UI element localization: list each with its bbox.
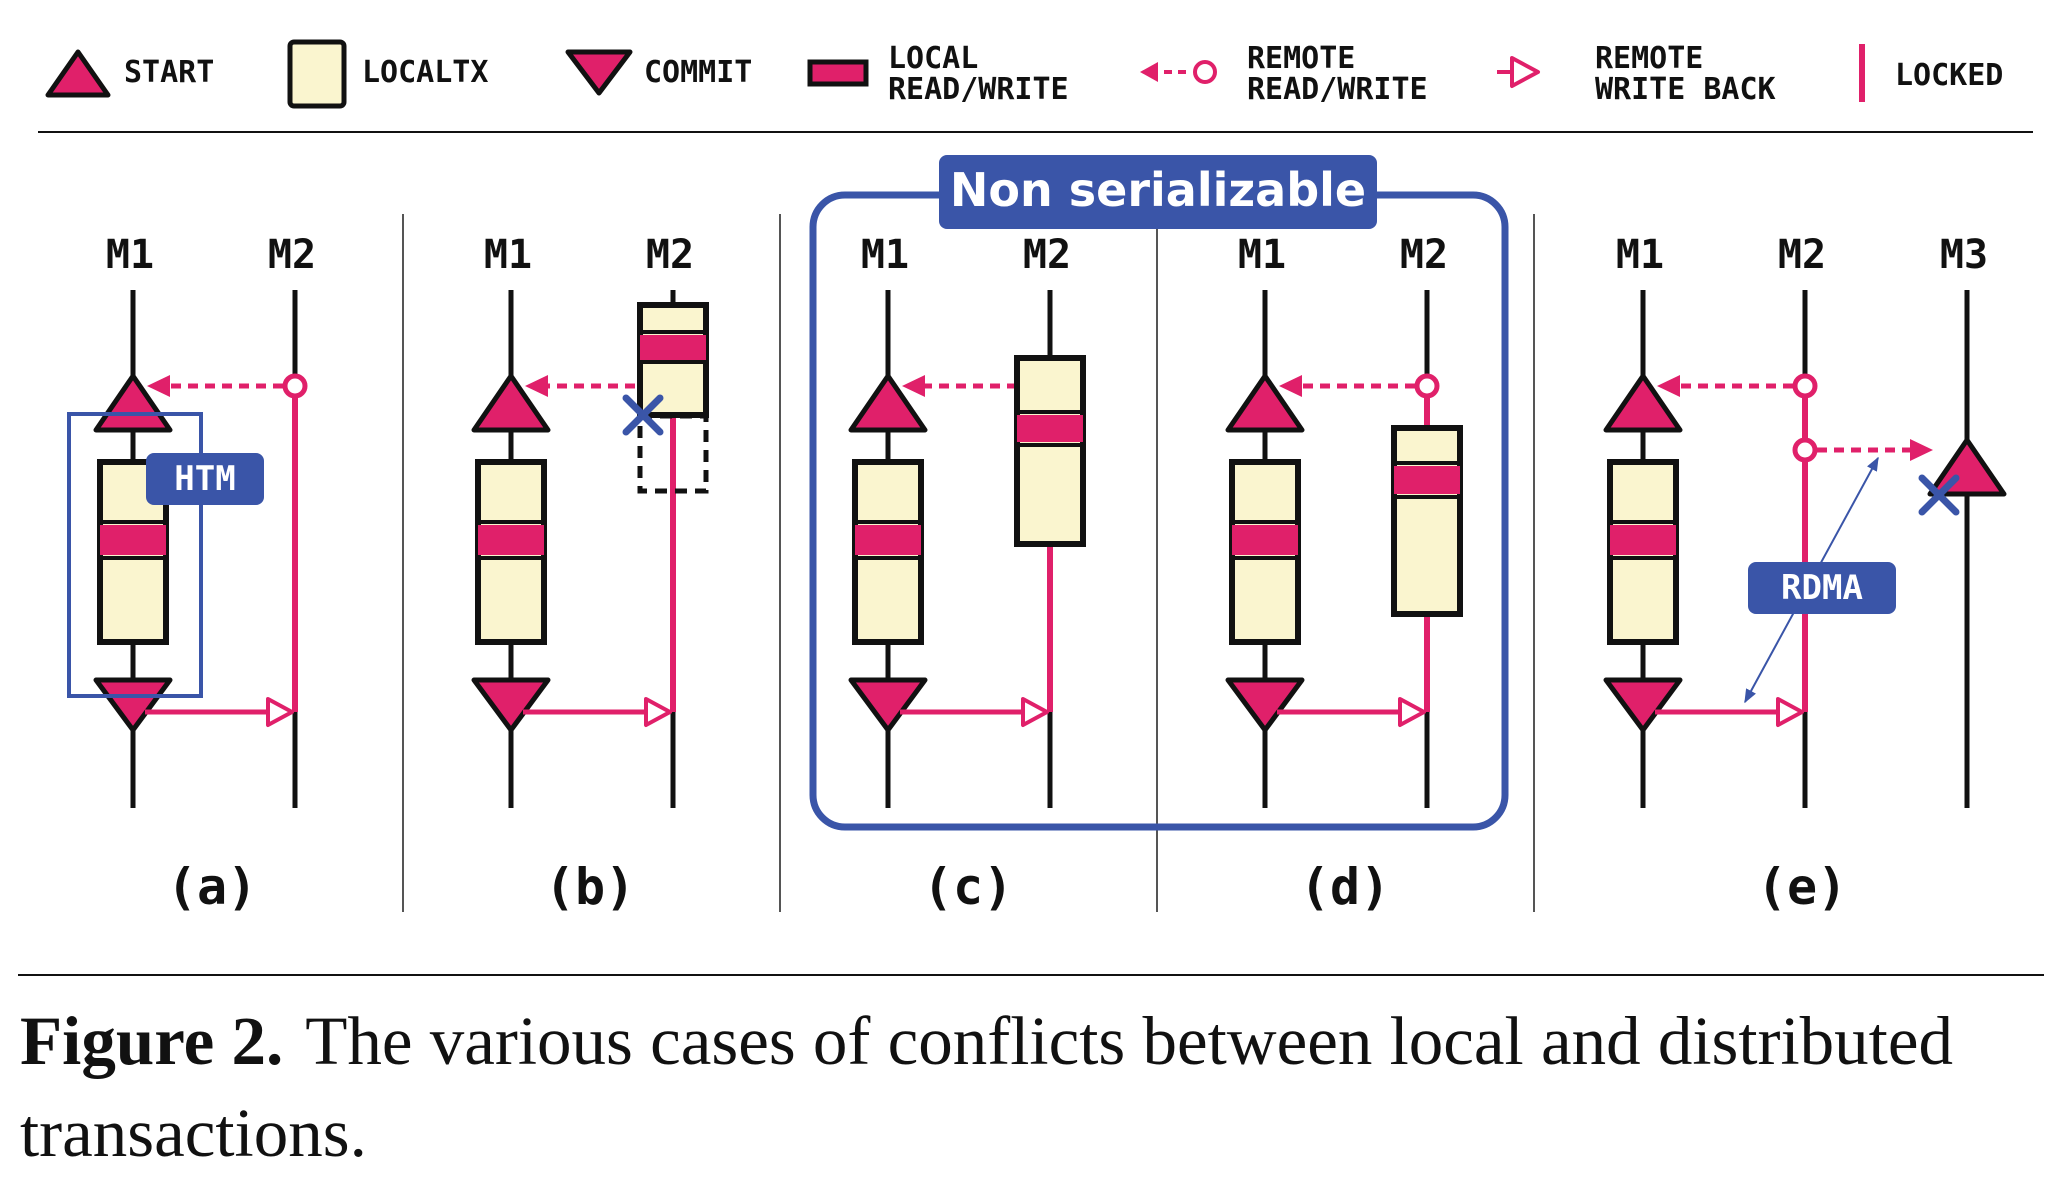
panel-c-caption: (c)	[923, 858, 1013, 916]
panel-d-m1-label: M1	[1238, 232, 1286, 278]
panel-e: M1 M2 M3 RDMA (e)	[1603, 232, 2007, 916]
panel-d-m2-label: M2	[1400, 232, 1448, 278]
legend-start-label: START	[124, 55, 214, 90]
legend: START LOCALTX COMMIT LOCAL READ/WRITE RE…	[45, 39, 2003, 109]
panel-e-caption: (e)	[1757, 858, 1847, 916]
remote-rw-arrow-icon	[1140, 60, 1217, 84]
legend-remote-wb-line2: WRITE BACK	[1595, 72, 1776, 107]
non-serializable-label: Non serializable	[950, 163, 1366, 217]
legend-locked-label: LOCKED	[1895, 58, 2003, 93]
panel-c-m1-label: M1	[861, 232, 909, 278]
panel-a: M1 M2 HTM (a)	[67, 232, 316, 916]
abort-x-icon	[1918, 474, 1960, 516]
legend-remote-rw-line1: REMOTE	[1247, 41, 1355, 76]
start-marker	[93, 373, 173, 433]
local-rw-bar-icon	[807, 59, 869, 87]
panel-e-m3-label: M3	[1940, 232, 1988, 278]
figure-caption: Figure 2. The various cases of conflicts …	[20, 995, 2030, 1179]
figure-number: Figure 2.	[20, 1003, 284, 1079]
rdma-label: RDMA	[1781, 568, 1863, 608]
panel-separators	[402, 214, 1535, 912]
htm-label: HTM	[174, 459, 235, 499]
commit-marker	[93, 677, 173, 733]
start-triangle-icon	[45, 49, 111, 98]
panel-e-m2-label: M2	[1778, 232, 1826, 278]
panel-a-caption: (a)	[167, 858, 257, 916]
legend-remote-rw-line2: READ/WRITE	[1247, 72, 1428, 107]
panel-b: M1 M2 (b)	[471, 232, 709, 916]
legend-localtx-label: LOCALTX	[362, 55, 488, 90]
panel-b-m1-label: M1	[484, 232, 532, 278]
panel-b-m2-label: M2	[646, 232, 694, 278]
panel-c: M1 M2 (c)	[848, 232, 1086, 916]
figure-caption-text: The various cases of conflicts between l…	[20, 1003, 1953, 1171]
localtx-box-icon	[287, 39, 347, 109]
remote-write-back-arrow-icon	[1497, 56, 1540, 88]
non-serializable-region: Non serializable	[809, 155, 1509, 831]
panel-a-m1-label: M1	[106, 232, 154, 278]
htm-region	[67, 412, 203, 698]
abort-x-icon	[622, 394, 664, 436]
legend-commit-label: COMMIT	[644, 55, 752, 90]
panel-d-caption: (d)	[1300, 858, 1390, 916]
panel-b-caption: (b)	[545, 858, 635, 916]
legend-remote-wb-line1: REMOTE	[1595, 41, 1703, 76]
legend-local-rw-line2: READ/WRITE	[888, 72, 1069, 107]
panel-d: M1 M2 (d)	[1225, 232, 1463, 916]
commit-triangle-icon	[565, 49, 633, 96]
panel-e-m1-label: M1	[1616, 232, 1664, 278]
panel-c-m2-label: M2	[1023, 232, 1071, 278]
panel-a-m2-label: M2	[268, 232, 316, 278]
legend-local-rw-line1: LOCAL	[888, 41, 978, 76]
